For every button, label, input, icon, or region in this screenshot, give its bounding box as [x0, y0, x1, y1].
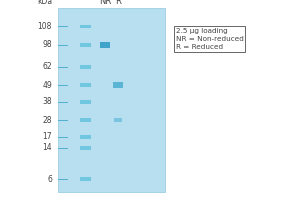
Text: 98: 98 [42, 40, 52, 49]
Bar [80, 25, 91, 28]
Bar [113, 82, 123, 88]
Bar [114, 118, 122, 122]
Text: 62: 62 [42, 62, 52, 71]
Bar [100, 42, 110, 48]
Text: R: R [115, 0, 121, 6]
Text: kDa: kDa [37, 0, 52, 6]
Text: 17: 17 [42, 132, 52, 141]
Bar [80, 146, 91, 150]
Bar [80, 100, 91, 104]
Bar [80, 118, 91, 122]
Text: 6: 6 [47, 175, 52, 184]
Text: 108: 108 [38, 22, 52, 31]
Bar [80, 83, 91, 87]
Bar [58, 8, 165, 192]
Text: 28: 28 [43, 116, 52, 125]
Bar [80, 65, 91, 69]
Text: 38: 38 [42, 97, 52, 106]
Bar [80, 135, 91, 139]
Bar [80, 177, 91, 181]
Bar [80, 43, 91, 47]
Text: 49: 49 [42, 81, 52, 90]
Text: 2.5 μg loading
NR = Non-reduced
R = Reduced: 2.5 μg loading NR = Non-reduced R = Redu… [176, 28, 243, 50]
Text: 14: 14 [42, 143, 52, 152]
Text: NR: NR [99, 0, 111, 6]
